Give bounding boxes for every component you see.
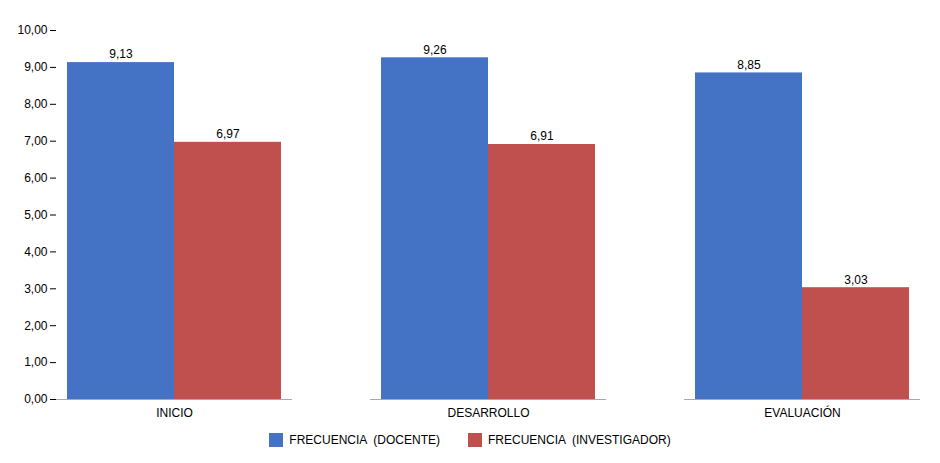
svg-text:8,00: 8,00 — [24, 97, 48, 111]
svg-text:5,00: 5,00 — [24, 208, 48, 222]
svg-text:7,00: 7,00 — [24, 134, 48, 148]
svg-text:9,00: 9,00 — [24, 60, 48, 74]
svg-text:EVALUACIÓN: EVALUACIÓN — [764, 405, 840, 420]
svg-text:3,00: 3,00 — [24, 282, 48, 296]
svg-text:DESARROLLO: DESARROLLO — [447, 406, 529, 420]
svg-text:3,03: 3,03 — [844, 273, 868, 287]
svg-text:4,00: 4,00 — [24, 245, 48, 259]
svg-text:1,00: 1,00 — [24, 355, 48, 369]
svg-text:8,85: 8,85 — [737, 58, 761, 72]
svg-text:2,00: 2,00 — [24, 319, 48, 333]
svg-text:6,97: 6,97 — [216, 127, 240, 141]
svg-text:0,00: 0,00 — [24, 392, 48, 406]
svg-text:9,26: 9,26 — [423, 43, 447, 57]
html-text:FRECUENCIA (DOCENTE): FRECUENCIA (DOCENTE) — [289, 433, 440, 447]
svg-text:6,00: 6,00 — [24, 171, 48, 185]
svg-text:10,00: 10,00 — [17, 23, 47, 37]
svg-text:INICIO: INICIO — [156, 406, 193, 420]
svg-text:9,13: 9,13 — [109, 47, 133, 61]
html-text:FRECUENCIA (INVESTIGADOR): FRECUENCIA (INVESTIGADOR) — [488, 433, 671, 447]
svg-text:6,91: 6,91 — [530, 129, 554, 143]
